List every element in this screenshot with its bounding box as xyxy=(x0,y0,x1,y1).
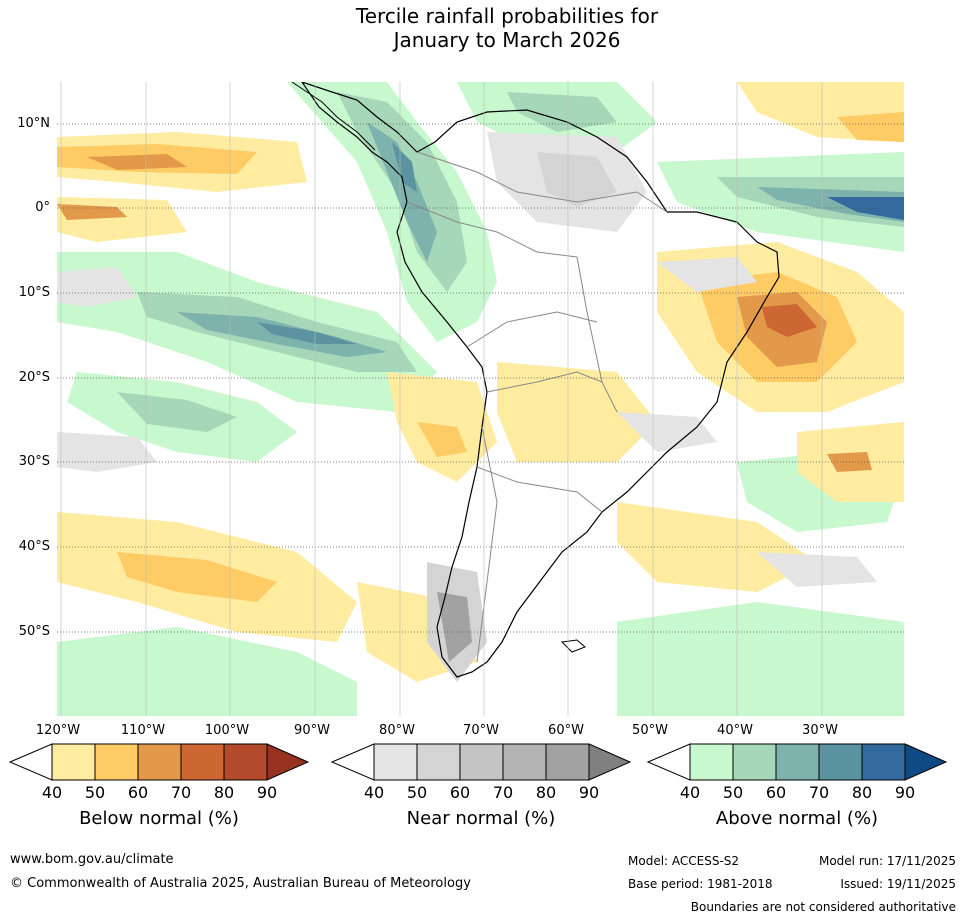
above-normal-title: Above normal (%) xyxy=(715,808,879,829)
country-borders xyxy=(406,151,668,663)
near-swatch-90 xyxy=(588,743,632,781)
central-america-coastline xyxy=(291,82,376,151)
below-swatch-70 xyxy=(180,743,225,781)
above-swatch-90 xyxy=(904,743,948,781)
above-swatch-70 xyxy=(818,743,863,781)
near-tick-80: 80 xyxy=(535,783,557,802)
above-tick-90: 90 xyxy=(894,783,916,802)
below-swatch-80 xyxy=(223,743,268,781)
below-normal-regions xyxy=(57,82,904,682)
above-normal-colorbar xyxy=(646,743,948,781)
near-swatch-70 xyxy=(502,743,547,781)
above-swatch-80 xyxy=(861,743,906,781)
above-swatch-40 xyxy=(689,743,734,781)
falkland-islands xyxy=(560,639,586,653)
lat-label-30s: 30°S xyxy=(18,454,50,469)
below-tick-70: 70 xyxy=(170,783,192,802)
map-title: Tercile rainfall probabilities for Janua… xyxy=(0,4,965,52)
above-tick-40: 40 xyxy=(679,783,701,802)
near-tick-70: 70 xyxy=(492,783,514,802)
website-link[interactable]: www.bom.gov.au/climate xyxy=(10,852,174,867)
meridians xyxy=(60,82,823,716)
south-america-coastline xyxy=(301,82,780,678)
below-swatch-90 xyxy=(266,743,310,781)
lat-label-0: 0° xyxy=(35,200,50,215)
below-tick-50: 50 xyxy=(84,783,106,802)
map-canvas xyxy=(57,82,904,716)
above-tick-80: 80 xyxy=(851,783,873,802)
near-tick-40: 40 xyxy=(363,783,385,802)
above-swatch-50 xyxy=(732,743,777,781)
below-normal-title: Below normal (%) xyxy=(79,808,239,829)
boundaries-note: Boundaries are not considered authoritat… xyxy=(690,900,956,914)
near-normal-colorbar xyxy=(330,743,632,781)
near-tick-60: 60 xyxy=(449,783,471,802)
near-swatch-50 xyxy=(416,743,461,781)
lat-label-40s: 40°S xyxy=(18,539,50,554)
above-tick-70: 70 xyxy=(808,783,830,802)
lon-label-30w: 30°W xyxy=(802,723,838,738)
near-tick-90: 90 xyxy=(578,783,600,802)
lon-label-70w: 70°W xyxy=(463,723,499,738)
above-normal-regions xyxy=(57,82,904,716)
below-normal-colorbar xyxy=(8,743,310,781)
near-normal-title: Near normal (%) xyxy=(406,808,556,829)
gridlines xyxy=(57,123,904,633)
lon-label-120w: 120°W xyxy=(35,723,81,738)
model-name: Model: ACCESS-S2 xyxy=(628,854,740,868)
below-tick-40: 40 xyxy=(41,783,63,802)
lon-label-50w: 50°W xyxy=(632,723,668,738)
below-tick-90: 90 xyxy=(256,783,278,802)
lat-label-10s: 10°S xyxy=(18,285,50,300)
base-period: Base period: 1981-2018 xyxy=(628,877,773,891)
issued-date: Issued: 19/11/2025 xyxy=(840,877,956,891)
near-swatch-40 xyxy=(373,743,418,781)
near-tick-50: 50 xyxy=(406,783,428,802)
lon-label-100w: 100°W xyxy=(204,723,250,738)
copyright-text: © Commonwealth of Australia 2025, Austra… xyxy=(10,876,471,891)
below-swatch-60 xyxy=(137,743,182,781)
lat-label-20s: 20°S xyxy=(18,370,50,385)
title-line-2: January to March 2026 xyxy=(393,28,621,52)
below-tick-60: 60 xyxy=(127,783,149,802)
lon-label-80w: 80°W xyxy=(379,723,415,738)
lon-label-110w: 110°W xyxy=(120,723,166,738)
above-swatch-60 xyxy=(775,743,820,781)
near-swatch-60 xyxy=(459,743,504,781)
lon-label-90w: 90°W xyxy=(294,723,330,738)
above-tick-60: 60 xyxy=(765,783,787,802)
near-swatch-80 xyxy=(545,743,590,781)
lon-label-40w: 40°W xyxy=(717,723,753,738)
model-run-date: Model run: 17/11/2025 xyxy=(818,854,956,868)
lat-label-50s: 50°S xyxy=(18,624,50,639)
above-tick-50: 50 xyxy=(722,783,744,802)
lon-label-60w: 60°W xyxy=(548,723,584,738)
title-line-1: Tercile rainfall probabilities for xyxy=(355,4,659,28)
rainfall-probability-map xyxy=(57,82,904,716)
below-swatch-40 xyxy=(51,743,96,781)
below-swatch-50 xyxy=(94,743,139,781)
below-tick-80: 80 xyxy=(213,783,235,802)
lat-label-10n: 10°N xyxy=(17,116,50,131)
